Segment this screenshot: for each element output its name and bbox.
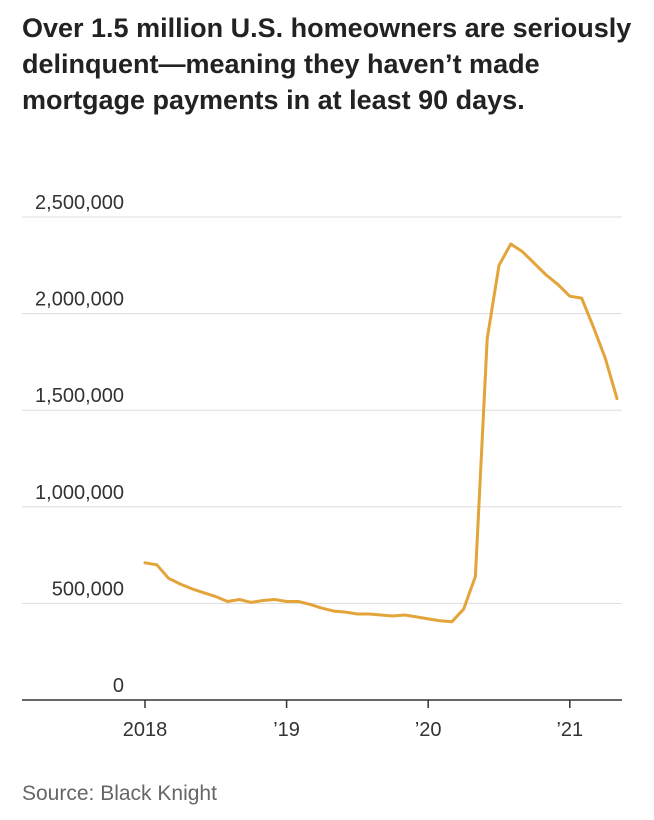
y-tick-label: 0 — [113, 675, 124, 697]
series-line — [143, 242, 619, 624]
line-chart: 0 500,000 1,000,000 1,500,000 2,000,000 2,500… — [22, 192, 622, 741]
x-tick-label: 2018 — [123, 719, 168, 741]
x-tick-label: ’21 — [556, 719, 583, 741]
x-axis: 2018 ’19 ’20 ’21 — [22, 699, 622, 741]
source-note: Source: Black Knight — [22, 782, 217, 805]
grid-lines — [22, 216, 622, 604]
y-tick-label: 2,000,000 — [35, 289, 124, 311]
x-tick-label: ’19 — [273, 719, 300, 741]
y-tick-label: 1,500,000 — [35, 385, 124, 407]
y-axis-tick-labels: 0 500,000 1,000,000 1,500,000 2,000,000 2,500… — [35, 192, 124, 697]
y-tick-label: 2,500,000 — [35, 192, 124, 214]
chart-title: Over 1.5 million U.S. homeowners are ser… — [22, 13, 632, 115]
series-layer — [143, 242, 619, 624]
y-tick-label: 1,000,000 — [35, 482, 124, 504]
y-tick-label: 500,000 — [52, 578, 124, 600]
x-tick-label: ’20 — [415, 719, 442, 741]
